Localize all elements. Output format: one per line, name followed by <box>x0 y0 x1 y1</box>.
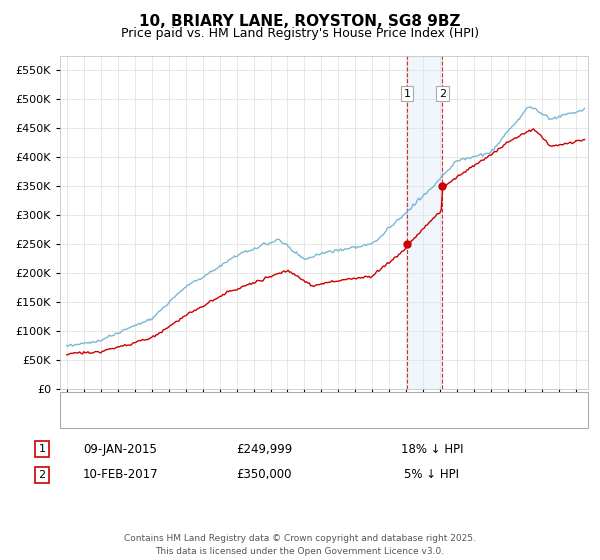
Text: 10, BRIARY LANE, ROYSTON, SG8 9BZ: 10, BRIARY LANE, ROYSTON, SG8 9BZ <box>139 14 461 29</box>
Text: 09-JAN-2015: 09-JAN-2015 <box>83 442 157 456</box>
Text: Price paid vs. HM Land Registry's House Price Index (HPI): Price paid vs. HM Land Registry's House … <box>121 27 479 40</box>
Text: HPI: Average price, semi-detached house, North Hertfordshire: HPI: Average price, semi-detached house,… <box>117 413 440 423</box>
Text: ─────: ───── <box>75 397 109 407</box>
Text: 10, BRIARY LANE, ROYSTON, SG8 9BZ (semi-detached house): 10, BRIARY LANE, ROYSTON, SG8 9BZ (semi-… <box>117 397 437 407</box>
Text: £249,999: £249,999 <box>236 442 292 456</box>
Text: Contains HM Land Registry data © Crown copyright and database right 2025.
This d: Contains HM Land Registry data © Crown c… <box>124 534 476 556</box>
Text: 18% ↓ HPI: 18% ↓ HPI <box>401 442 463 456</box>
Text: £350,000: £350,000 <box>236 468 292 482</box>
Bar <box>407 56 442 389</box>
Text: 1: 1 <box>38 444 46 454</box>
Text: ─────: ───── <box>75 413 109 423</box>
Text: 2: 2 <box>439 88 446 99</box>
Text: 1: 1 <box>404 88 410 99</box>
Text: 5% ↓ HPI: 5% ↓ HPI <box>404 468 460 482</box>
Text: 10-FEB-2017: 10-FEB-2017 <box>82 468 158 482</box>
Text: 2: 2 <box>38 470 46 480</box>
